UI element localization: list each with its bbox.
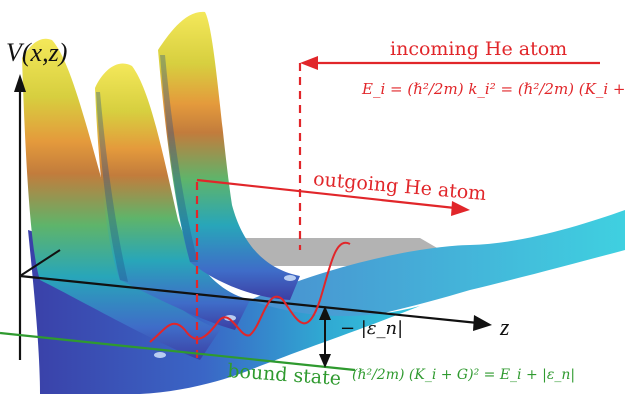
bound-wavefunction	[149, 241, 351, 343]
y-axis-arrowhead	[14, 74, 26, 92]
incoming-label: incoming He atom	[390, 38, 568, 60]
highlight-spot	[224, 315, 236, 321]
well-depth-label: − |ε_n|	[340, 318, 404, 339]
well-depth-arrowhead-top	[319, 306, 331, 320]
y-axis-label: V(x,z)	[6, 38, 68, 67]
potential-wall-middle	[95, 63, 250, 330]
highlight-spot	[154, 352, 166, 358]
z-axis-label: z	[500, 315, 510, 341]
potential-wall-front	[22, 38, 220, 360]
highlight-spot	[284, 275, 296, 281]
bound-state-line	[0, 331, 356, 372]
outgoing-arrow-line	[196, 178, 456, 210]
well-depth-arrowhead-bottom	[319, 354, 331, 368]
potential-wall-back	[158, 11, 300, 300]
z-axis-arrowhead	[473, 315, 492, 331]
x-axis-line	[19, 249, 61, 277]
wall-trough-2	[160, 55, 198, 262]
bound-energy-equation: (ℏ²/2m) (K_i + G)² = E_i + |ε_n|	[352, 367, 576, 383]
z-axis-line	[19, 274, 479, 325]
wall-trough-1	[96, 92, 128, 282]
potential-tail	[250, 210, 625, 330]
outgoing-arrowhead	[451, 201, 470, 216]
incoming-arrowhead	[300, 56, 318, 70]
incoming-energy-equation: E_i = (ℏ²/2m) k_i² = (ℏ²/2m) (K_i + k_iz…	[362, 80, 625, 98]
